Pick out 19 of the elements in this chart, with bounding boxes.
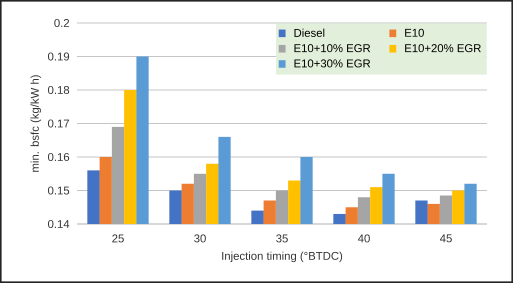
y-axis-title: min. bsfc (kg/kW h) <box>30 75 42 172</box>
y-tick-label: 0.19 <box>48 52 70 61</box>
legend-label: Diesel <box>294 28 324 37</box>
y-tick-label: 0.14 <box>48 220 70 228</box>
x-tick-label: 35 <box>276 234 288 242</box>
y-tick-label: 0.15 <box>48 186 70 195</box>
x-tick-label: 25 <box>112 234 124 242</box>
legend-label: E10+10% EGR <box>294 44 370 52</box>
y-tick-label: 0.16 <box>48 153 70 162</box>
x-tick-label: 45 <box>440 234 452 242</box>
y-tick-label: 0.18 <box>48 86 70 94</box>
x-axis-title: Injection timing (°BTDC) <box>222 252 342 262</box>
x-tick-label: 40 <box>358 234 370 242</box>
x-tick-label: 30 <box>194 234 206 242</box>
y-tick-label: 0.17 <box>48 120 70 128</box>
legend-label: E10+30% EGR <box>294 59 370 68</box>
y-tick-label: 0.2 <box>54 19 70 28</box>
legend-label: E10 <box>405 28 424 37</box>
legend-label: E10+20% EGR <box>405 44 481 52</box>
